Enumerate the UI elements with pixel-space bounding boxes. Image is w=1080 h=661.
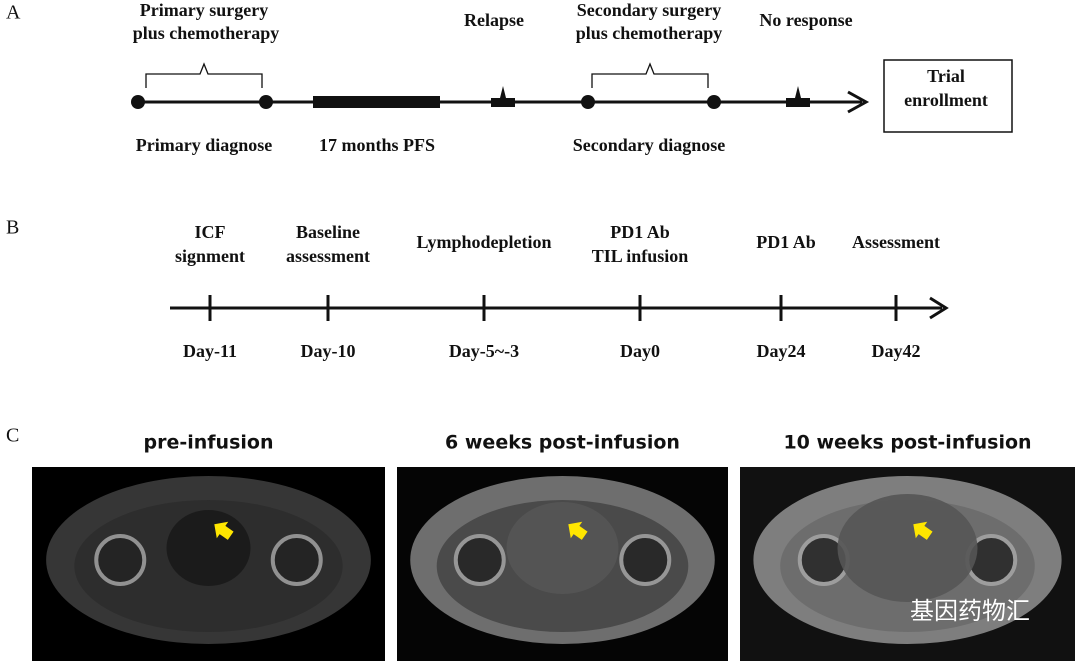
hip: [94, 534, 147, 586]
day-label: Day-11: [183, 341, 237, 361]
box-label: enrollment: [904, 90, 988, 110]
event-label: Assessment: [852, 232, 940, 252]
day-label: Day0: [620, 341, 660, 361]
day-label: Day24: [757, 341, 806, 361]
event-label: Lymphodepletion: [416, 232, 551, 252]
dot: [707, 95, 721, 109]
event-label: Baseline: [296, 222, 360, 242]
image-title: 6 weeks post-infusion: [445, 432, 680, 454]
bracket: [591, 62, 709, 88]
enrollment-box: [883, 59, 1013, 133]
day-label: Day-10: [301, 341, 356, 361]
panel-c: C pre-infusion 6 weeks post-infusion 10 we…: [6, 425, 1075, 661]
pfs-bar: [313, 96, 440, 108]
panel-label: C: [6, 425, 19, 447]
lesion: [506, 502, 619, 594]
no-response-marker: [786, 86, 810, 107]
event-label: plus chemotherapy: [576, 23, 723, 43]
lesion: [166, 510, 251, 586]
mri-image: [397, 467, 728, 661]
event-label: plus chemotherapy: [133, 23, 280, 43]
event-label: PD1 Ab: [756, 232, 816, 252]
event-label: Primary surgery: [140, 0, 268, 20]
dot: [259, 95, 273, 109]
pointer-arrow: [214, 521, 234, 540]
dot: [131, 95, 145, 109]
box-label: Trial: [927, 66, 965, 86]
image-title: pre-infusion: [144, 432, 274, 454]
panel-label: A: [6, 2, 21, 24]
panel-b: B ICF signment Day-11 Baseline assessment Day…: [6, 217, 949, 361]
event-label: assessment: [286, 246, 370, 266]
arrow-head: [929, 296, 949, 320]
pointer-arrow: [568, 521, 588, 540]
bracket: [145, 62, 263, 88]
hip: [453, 534, 506, 586]
relapse-marker: [491, 86, 515, 107]
event-label: Primary diagnose: [136, 135, 273, 155]
lesion: [837, 494, 978, 602]
day-label: Day-5~-3: [449, 341, 519, 361]
event-label: Relapse: [464, 10, 524, 30]
event-label: ICF: [195, 222, 226, 242]
event-label: PD1 Ab: [610, 222, 670, 242]
panel-label: B: [6, 217, 19, 239]
event-label: 17 months PFS: [319, 135, 435, 155]
event-label: Secondary surgery: [577, 0, 721, 20]
hip: [270, 534, 323, 586]
pointer-arrow: [913, 521, 933, 540]
mri-image: [740, 467, 1075, 661]
arrow-head: [847, 90, 870, 114]
event-label: Secondary diagnose: [573, 135, 726, 155]
day-label: Day42: [872, 341, 921, 361]
event-label: signment: [175, 246, 245, 266]
watermark: 基因药物汇: [910, 597, 1030, 625]
mri-image: [32, 467, 385, 661]
panel-a: A Primary surgery plus chemotherapy Rela…: [6, 0, 1013, 155]
hip: [619, 534, 672, 586]
event-label: No response: [759, 10, 852, 30]
dot: [581, 95, 595, 109]
event-label: TIL infusion: [592, 246, 689, 266]
image-title: 10 weeks post-infusion: [783, 432, 1031, 454]
